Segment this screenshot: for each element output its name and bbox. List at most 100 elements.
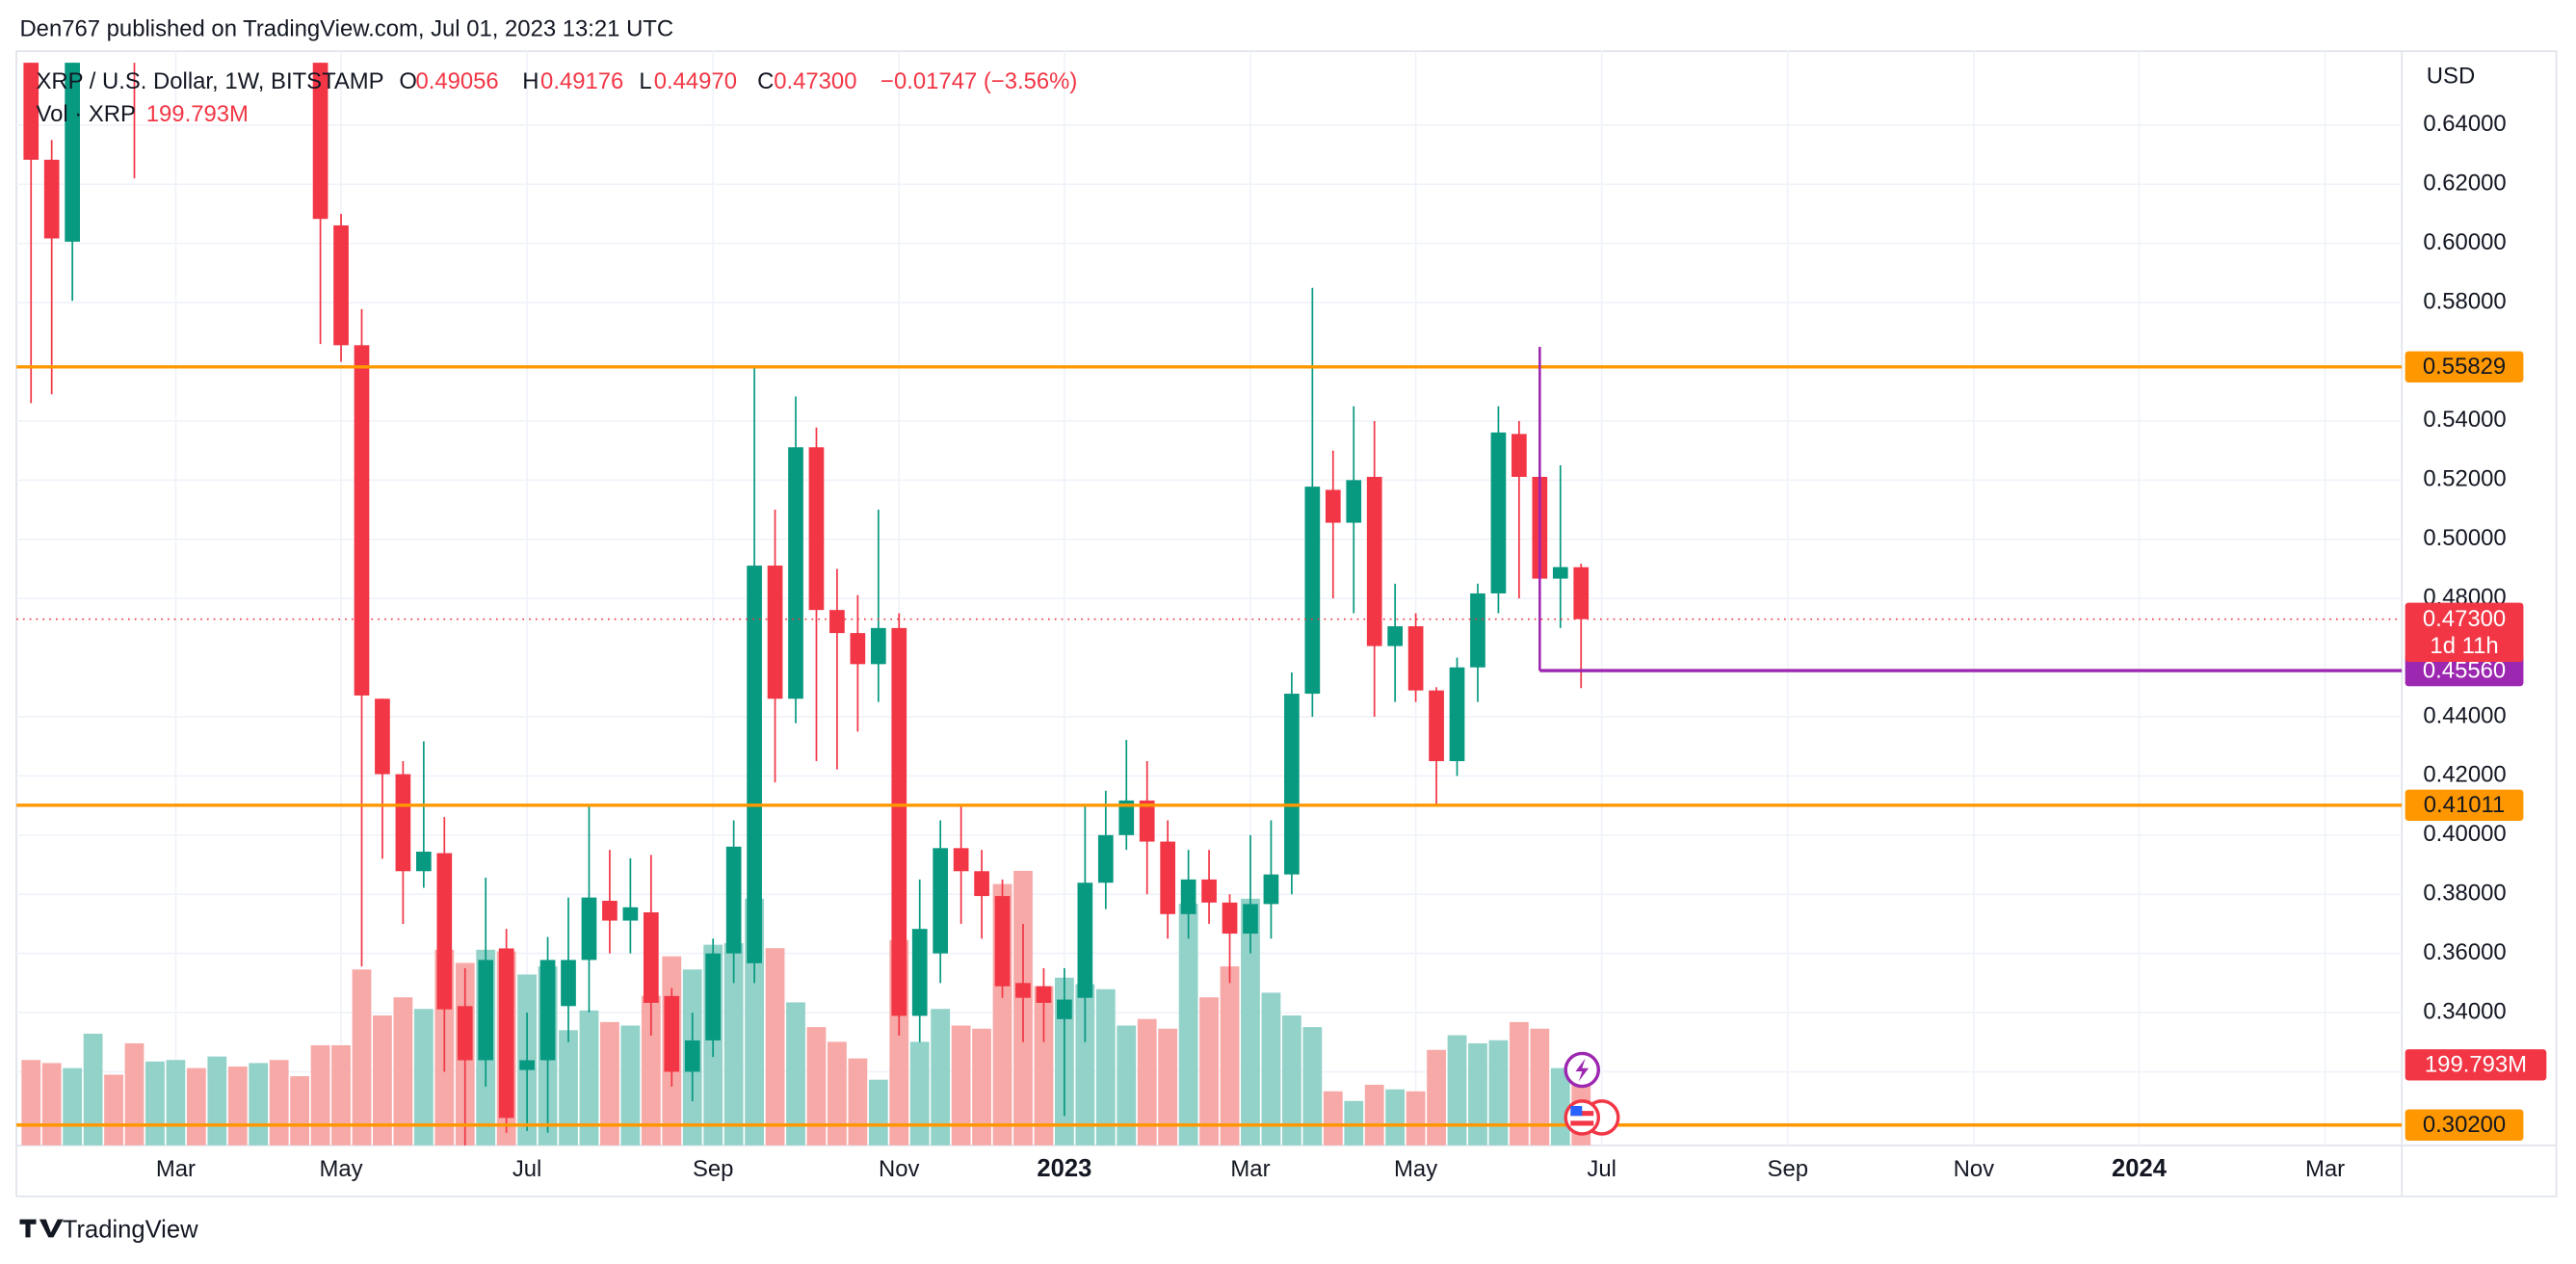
axes: 0.320000.340000.360000.380000.400000.420… bbox=[156, 111, 2547, 1182]
volume-bar bbox=[559, 1030, 578, 1146]
price-tag bbox=[2405, 654, 2524, 687]
volume-bar bbox=[1302, 1027, 1323, 1146]
y-tick-label: 0.58000 bbox=[2423, 288, 2506, 314]
volume-bar bbox=[1281, 1015, 1301, 1146]
y-tick-label: 0.50000 bbox=[2423, 525, 2506, 551]
candle-body bbox=[65, 63, 80, 242]
event-icon-glyph bbox=[1575, 1058, 1590, 1082]
candle-body bbox=[1097, 834, 1114, 883]
volume-bar bbox=[145, 1061, 165, 1146]
x-tick-label: Sep bbox=[693, 1156, 733, 1182]
volume-bar bbox=[828, 1041, 847, 1146]
volume-bar bbox=[310, 1044, 330, 1146]
volume-bar bbox=[1034, 986, 1054, 1146]
volume-bar bbox=[1178, 904, 1198, 1146]
volume-bar bbox=[1137, 1018, 1157, 1146]
volume-bar bbox=[579, 1010, 599, 1146]
candle-body bbox=[375, 698, 390, 775]
candle-body bbox=[498, 948, 514, 1119]
last-price-tag bbox=[2405, 602, 2524, 663]
volume-bar bbox=[1468, 1042, 1487, 1146]
candle-body bbox=[747, 566, 762, 963]
candle-body bbox=[994, 896, 1011, 987]
candle-body bbox=[395, 774, 411, 872]
volume-legend-name: Vol · XRP bbox=[37, 101, 136, 127]
volume-bar bbox=[1261, 992, 1281, 1146]
legend-value: 0.49176 bbox=[540, 68, 623, 94]
candle-body bbox=[1449, 667, 1465, 762]
chart-frame bbox=[15, 50, 2558, 1198]
candle-body bbox=[1057, 999, 1072, 1019]
volume-bar bbox=[1095, 988, 1116, 1146]
candle-body bbox=[1180, 879, 1196, 914]
candle-body bbox=[1511, 434, 1527, 477]
volume-bar bbox=[1406, 1091, 1426, 1146]
plot-area bbox=[16, 63, 2403, 1146]
volume-bar bbox=[186, 1067, 206, 1146]
candle-body bbox=[478, 960, 494, 1061]
candle-body bbox=[911, 929, 928, 1016]
y-tick-label: 0.42000 bbox=[2423, 762, 2506, 788]
x-tick-label: 2023 bbox=[1037, 1155, 1091, 1182]
volume-bar bbox=[41, 1063, 62, 1146]
x-tick-label: Nov bbox=[879, 1156, 920, 1182]
candle-body bbox=[808, 447, 825, 611]
candle-body bbox=[354, 345, 370, 696]
volume-bar bbox=[600, 1021, 619, 1146]
candle-body bbox=[1139, 800, 1155, 842]
y-tick-label: 0.62000 bbox=[2423, 171, 2506, 197]
legend-value: 0.49056 bbox=[415, 68, 498, 94]
volume-bar bbox=[290, 1076, 310, 1146]
volume-bar bbox=[249, 1063, 269, 1146]
event-icons bbox=[1564, 1051, 1620, 1136]
volume-bar bbox=[806, 1027, 827, 1146]
x-tick-label: Nov bbox=[1954, 1156, 1995, 1182]
candle-body bbox=[312, 63, 329, 220]
volume-bar bbox=[1447, 1035, 1467, 1146]
volume-bar bbox=[1241, 898, 1260, 1146]
x-tick-label: Jul bbox=[513, 1156, 542, 1182]
volume-bar bbox=[972, 1028, 991, 1146]
candle-body bbox=[705, 953, 722, 1040]
candle-body bbox=[1552, 566, 1568, 579]
legend-key: C bbox=[757, 68, 774, 94]
publisher-header: Den767 published on TradingView.com, Jul… bbox=[19, 15, 673, 41]
volume-bar bbox=[124, 1042, 145, 1146]
volume-bar bbox=[166, 1060, 186, 1146]
candle-body bbox=[1429, 690, 1444, 762]
candle-body bbox=[539, 960, 556, 1061]
candle-body bbox=[1325, 489, 1341, 523]
candle-body bbox=[891, 627, 907, 1016]
footer-brand: TradingView bbox=[63, 1216, 198, 1243]
y-tick-label: 0.52000 bbox=[2423, 466, 2506, 492]
y-tick-label: 0.34000 bbox=[2423, 998, 2506, 1024]
volume-bar bbox=[620, 1025, 641, 1146]
volume-legend-value: 199.793M bbox=[146, 101, 249, 127]
legend-value: 0.44970 bbox=[654, 68, 737, 94]
candle-body bbox=[416, 852, 432, 872]
candle-body bbox=[1201, 879, 1217, 903]
candle-body bbox=[1036, 986, 1052, 1003]
flag-canton bbox=[1570, 1105, 1583, 1117]
candle-body bbox=[457, 1006, 473, 1061]
y-tick-label: 0.40000 bbox=[2423, 821, 2506, 847]
x-tick-label: Mar bbox=[1230, 1156, 1270, 1182]
volume-bar bbox=[951, 1025, 971, 1146]
x-tick-label: May bbox=[319, 1156, 362, 1182]
candle-body bbox=[1077, 882, 1093, 998]
volume-bar bbox=[63, 1067, 83, 1146]
price-tag-label: 0.30200 bbox=[2423, 1112, 2506, 1138]
volume-bar bbox=[1509, 1021, 1529, 1146]
volume-bar bbox=[1323, 1091, 1343, 1146]
candle-body bbox=[1490, 432, 1507, 593]
y-tick-label: 0.38000 bbox=[2423, 881, 2506, 907]
legend-key: O bbox=[399, 68, 417, 94]
x-tick-label: Mar bbox=[2305, 1156, 2345, 1182]
legend-value: 0.47300 bbox=[774, 68, 856, 94]
volume-bar bbox=[1117, 1025, 1137, 1146]
volume-bar bbox=[786, 1002, 805, 1146]
last-price-label: 0.47300 bbox=[2423, 606, 2506, 632]
y-axis-label: USD bbox=[2427, 64, 2475, 90]
